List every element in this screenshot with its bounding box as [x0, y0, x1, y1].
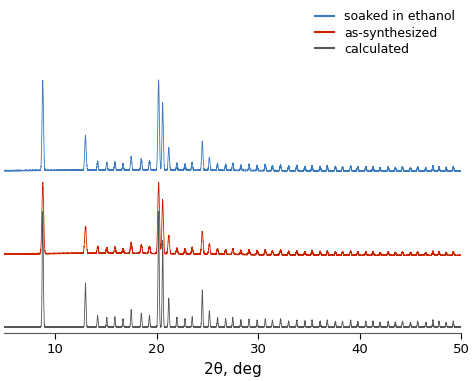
as-synthesized — [458, 253, 464, 258]
Line: calculated: calculated — [4, 211, 461, 327]
soaked in ethanol — [1, 169, 7, 173]
as-synthesized — [457, 253, 463, 258]
as-synthesized — [1, 252, 7, 257]
calculated — [207, 313, 213, 318]
X-axis label: 2θ, deg: 2θ, deg — [204, 362, 262, 377]
soaked in ethanol — [452, 169, 458, 174]
calculated — [457, 325, 463, 330]
as-synthesized — [452, 253, 458, 258]
soaked in ethanol — [399, 168, 404, 173]
as-synthesized — [458, 253, 464, 258]
calculated — [399, 324, 404, 329]
as-synthesized — [399, 252, 404, 257]
Legend: soaked in ethanol, as-synthesized, calculated: soaked in ethanol, as-synthesized, calcu… — [315, 10, 455, 56]
as-synthesized — [411, 253, 417, 258]
as-synthesized — [207, 243, 213, 248]
calculated — [1, 325, 7, 330]
soaked in ethanol — [156, 78, 162, 82]
calculated — [156, 209, 162, 214]
calculated — [293, 323, 299, 327]
soaked in ethanol — [411, 169, 417, 173]
calculated — [452, 325, 458, 330]
as-synthesized — [293, 251, 299, 256]
Line: soaked in ethanol: soaked in ethanol — [4, 80, 461, 171]
calculated — [1, 324, 7, 329]
soaked in ethanol — [293, 166, 299, 171]
calculated — [458, 325, 464, 330]
Line: as-synthesized: as-synthesized — [4, 182, 461, 256]
calculated — [411, 325, 417, 330]
soaked in ethanol — [458, 169, 464, 174]
as-synthesized — [40, 180, 46, 184]
soaked in ethanol — [207, 157, 213, 162]
soaked in ethanol — [457, 169, 463, 174]
